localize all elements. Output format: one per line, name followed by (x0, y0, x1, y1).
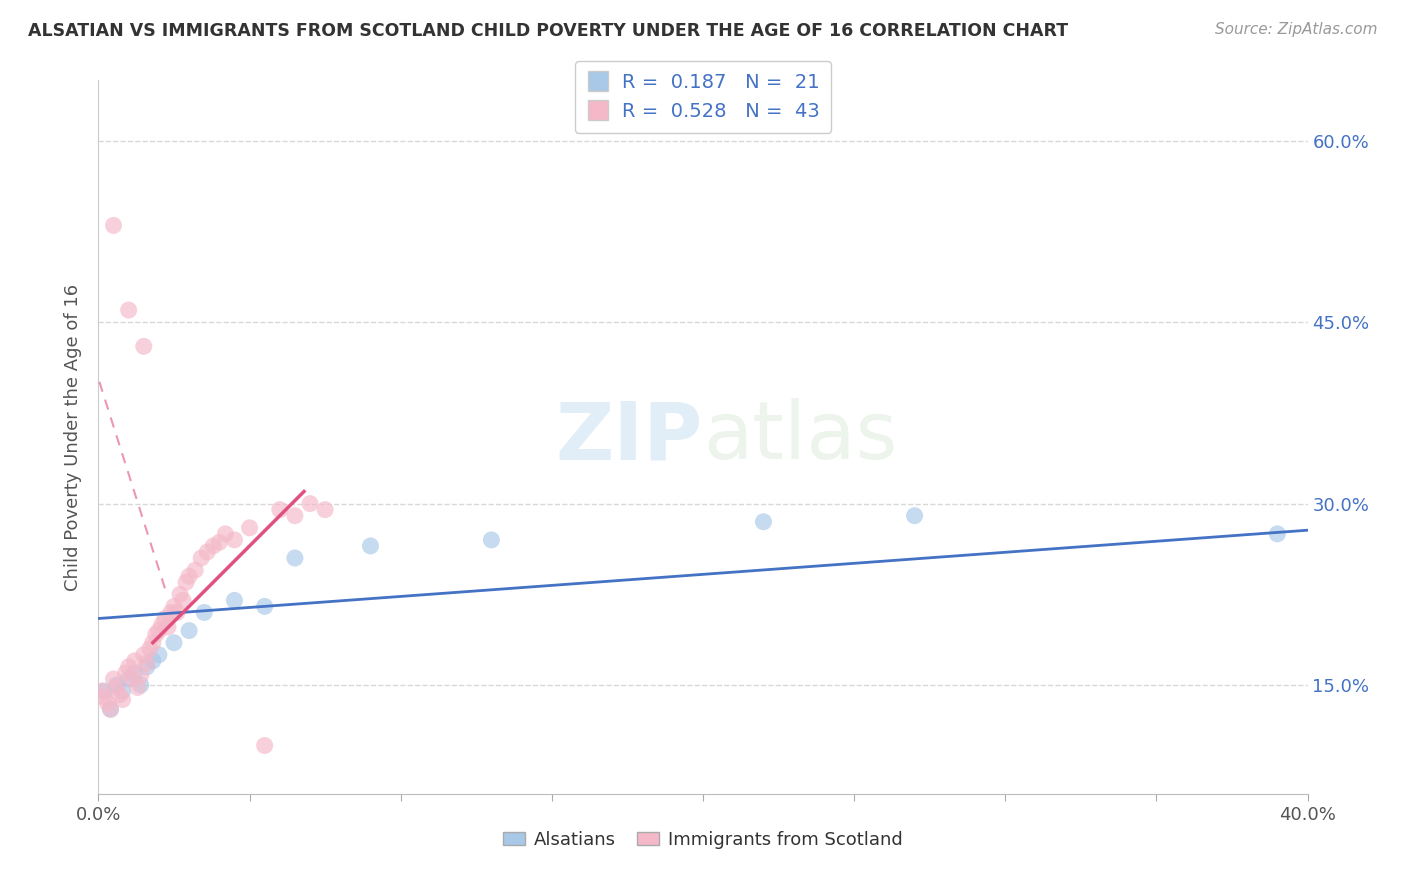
Point (148, 624, 170, 638)
Point (360, 539, 382, 553)
Point (179, 569, 201, 583)
Point (100, 702, 122, 716)
Point (142, 654, 165, 668)
Point (121, 672, 143, 686)
Point (145, 627, 167, 641)
Point (139, 641, 162, 656)
Point (124, 654, 146, 668)
Point (118, 660, 141, 674)
Point (148, 648, 170, 662)
Point (190, 551, 212, 566)
Point (118, 303, 141, 318)
Point (129, 678, 152, 692)
Point (253, 739, 276, 753)
Text: ALSATIAN VS IMMIGRANTS FROM SCOTLAND CHILD POVERTY UNDER THE AGE OF 16 CORRELATI: ALSATIAN VS IMMIGRANTS FROM SCOTLAND CHI… (28, 22, 1069, 40)
Point (160, 606, 183, 620)
Point (184, 563, 207, 577)
Point (111, 692, 134, 706)
Point (153, 611, 176, 625)
Point (195, 545, 218, 559)
Point (179, 624, 201, 638)
Point (111, 684, 134, 698)
Point (239, 521, 262, 535)
Point (103, 219, 125, 233)
Point (100, 702, 122, 716)
Text: Source: ZipAtlas.com: Source: ZipAtlas.com (1215, 22, 1378, 37)
Point (105, 678, 128, 692)
Point (299, 497, 322, 511)
Point (169, 587, 191, 601)
Point (166, 606, 188, 620)
Point (114, 665, 136, 680)
Point (253, 599, 276, 614)
Point (172, 593, 194, 607)
Point (129, 668, 152, 682)
Legend: Alsatians, Immigrants from Scotland: Alsatians, Immigrants from Scotland (496, 824, 910, 856)
Text: ZIP: ZIP (555, 398, 703, 476)
Point (904, 508, 927, 523)
Point (208, 535, 231, 549)
Point (108, 688, 131, 702)
Point (163, 599, 186, 614)
Y-axis label: Child Poverty Under the Age of 16: Child Poverty Under the Age of 16 (65, 284, 83, 591)
Point (142, 636, 165, 650)
Point (174, 575, 197, 590)
Point (163, 636, 186, 650)
Point (132, 339, 155, 353)
Point (118, 672, 141, 686)
Point (150, 617, 173, 632)
Point (269, 502, 291, 516)
Point (284, 508, 307, 523)
Point (193, 606, 215, 620)
Point (314, 502, 336, 516)
Point (93, 684, 115, 698)
Point (124, 665, 146, 680)
Point (224, 593, 246, 607)
Point (156, 620, 179, 634)
Text: atlas: atlas (703, 398, 897, 476)
Point (224, 533, 246, 547)
Point (202, 539, 225, 553)
Point (90, 684, 112, 698)
Point (1267, 526, 1289, 541)
Point (103, 672, 125, 686)
Point (132, 648, 155, 662)
Point (135, 660, 157, 674)
Point (127, 681, 149, 695)
Point (481, 533, 503, 547)
Point (752, 515, 775, 529)
Point (93, 690, 115, 705)
Point (214, 526, 236, 541)
Point (284, 551, 307, 566)
Point (105, 681, 128, 695)
Point (96, 696, 118, 710)
Point (135, 657, 157, 671)
